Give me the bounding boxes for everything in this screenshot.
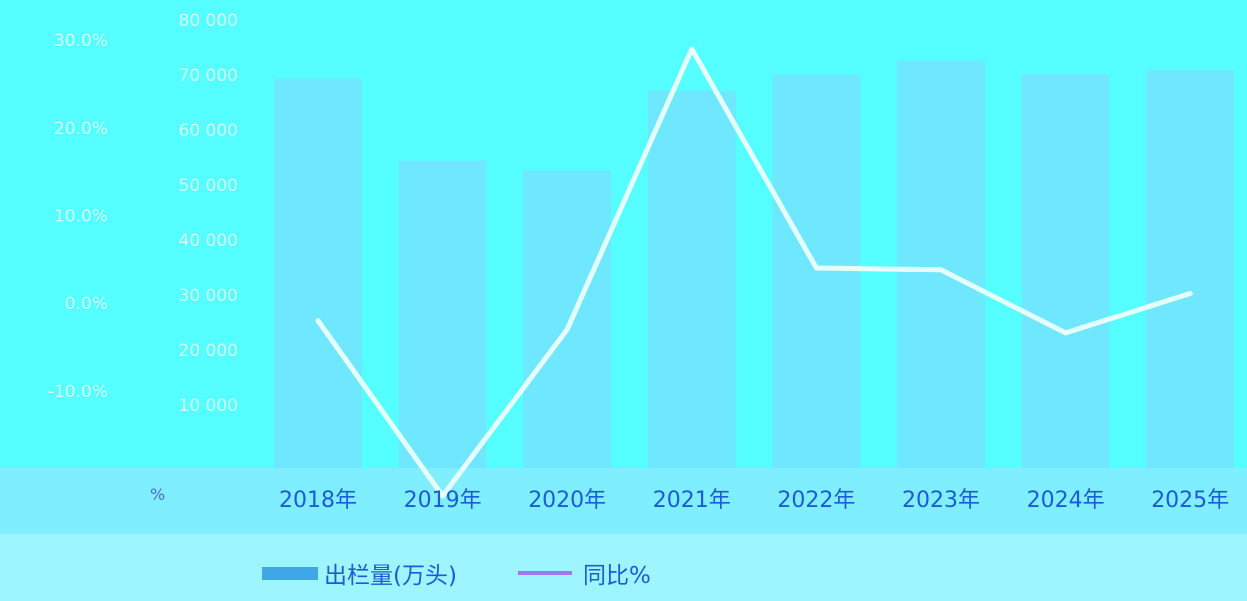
bar <box>1021 73 1110 469</box>
left-axis-tick-label: 50 000 <box>179 176 238 196</box>
legend-bar-label: 出栏量(万头) <box>324 563 457 589</box>
left-axis-tick-label: 60 000 <box>179 121 238 141</box>
bar <box>1146 69 1235 468</box>
left-axis-tick-label: 40 000 <box>179 231 238 251</box>
legend-line-label: 同比% <box>583 563 651 589</box>
category-label: 2019年 <box>404 488 482 513</box>
category-label: 2024年 <box>1027 488 1105 513</box>
line-path <box>315 46 1193 499</box>
left-axis-tick-label: 80 000 <box>179 11 238 31</box>
line-point <box>565 327 570 332</box>
right-axis-tick-label: 0.0% <box>65 294 108 314</box>
bar <box>398 160 487 468</box>
line-point <box>1188 291 1193 296</box>
left-axis-tick-label: 10 000 <box>179 396 238 416</box>
legend-bar-swatch <box>262 567 318 580</box>
category-label: 2021年 <box>653 488 731 513</box>
category-label: 2022年 <box>777 488 855 513</box>
right-axis-tick-label: 10.0% <box>54 206 108 226</box>
category-tick-labels: 2018年 2019年 2020年 2021年 2022年 2023年 2024年 2025年 <box>279 488 1229 513</box>
bar <box>772 75 861 468</box>
right-axis-tick-label: -10.0% <box>48 382 108 402</box>
right-axis-tick-label: 30.0% <box>54 31 108 51</box>
category-label: 2025年 <box>1151 488 1229 513</box>
line-point <box>440 493 445 498</box>
line-point <box>689 46 694 51</box>
left-axis-tick-label: 70 000 <box>179 66 238 86</box>
category-label: 2023年 <box>902 488 980 513</box>
bar <box>897 60 985 468</box>
legend: 出栏量(万头) 同比% <box>262 563 651 589</box>
right-axis-tick-labels: -10.0% 0.0% 10.0% 20.0% 30.0% <box>48 31 108 402</box>
left-axis-tick-labels: 10 000 20 000 30 000 40 000 50 000 60 000 70 0… <box>179 11 238 416</box>
category-band <box>0 468 1247 534</box>
line-series <box>315 46 1193 499</box>
bar-series <box>274 60 1235 469</box>
bar <box>274 78 362 469</box>
left-axis-tick-label: 30 000 <box>179 286 238 306</box>
left-axis-tick-label: 20 000 <box>179 341 238 361</box>
bar <box>523 170 612 469</box>
category-label: 2018年 <box>279 488 357 513</box>
line-point <box>316 318 320 323</box>
category-label: 2020年 <box>528 488 606 513</box>
line-point <box>939 267 943 272</box>
line-point <box>1063 330 1068 335</box>
right-axis-tick-label: 20.0% <box>54 119 108 139</box>
right-axis-unit-label: % <box>150 485 165 504</box>
line-point <box>814 266 819 271</box>
bar <box>647 90 736 469</box>
